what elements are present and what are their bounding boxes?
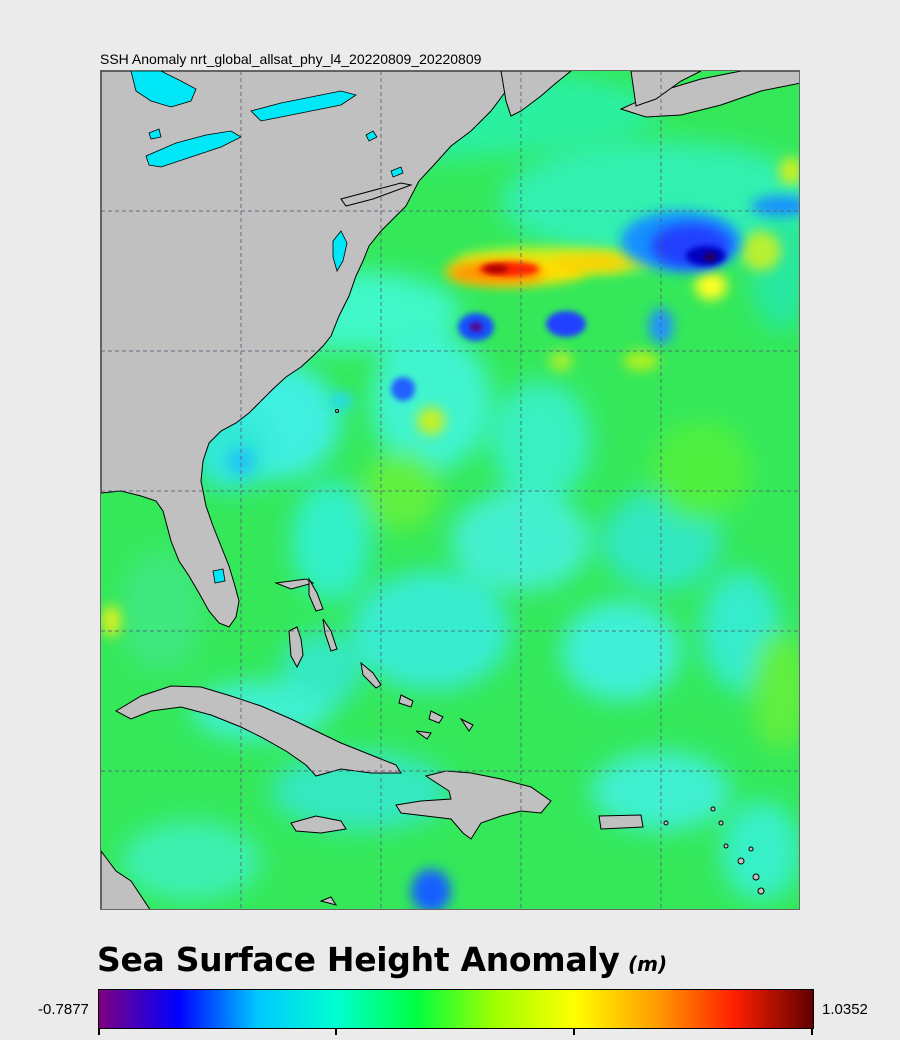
grand-bahama <box>274 578 315 590</box>
hispaniola <box>395 770 552 840</box>
long-island <box>340 182 413 207</box>
legend-title: Sea Surface Height Anomaly <box>97 940 620 979</box>
jamaica <box>290 815 347 834</box>
inland-water <box>130 71 404 584</box>
map-title: SSH Anomaly nrt_global_allsat_phy_l4_202… <box>100 51 482 67</box>
colorbar-tick <box>98 1029 100 1035</box>
lake-st-clair <box>148 128 162 140</box>
gulf-stream-meander <box>446 247 656 285</box>
nova-scotia-east <box>619 71 799 118</box>
andros-island <box>288 626 304 669</box>
newfoundland-tip <box>630 71 702 107</box>
graticule <box>101 71 799 909</box>
abaco <box>308 577 324 612</box>
north-america-mainland <box>101 71 522 628</box>
land <box>101 71 799 909</box>
colorbar-tick <box>573 1029 575 1035</box>
ssh-map[interactable] <box>100 70 800 910</box>
nova-scotia <box>500 71 572 117</box>
warm-patches <box>101 157 799 637</box>
anomaly-field <box>101 71 799 901</box>
colorbar-min-label: -0.7877 <box>38 1001 89 1018</box>
lake-huron <box>130 71 197 108</box>
colorbar-max-label: 1.0352 <box>822 1001 868 1018</box>
cuba <box>114 685 402 777</box>
lake-ontario <box>250 90 357 122</box>
colorbar-tick <box>335 1029 337 1035</box>
colorbar-tick <box>811 1029 813 1035</box>
lake-erie <box>145 130 242 168</box>
puerto-rico <box>598 814 644 830</box>
colorbar <box>98 989 814 1029</box>
chesapeake-bay <box>332 230 348 272</box>
legend-units: (m) <box>628 952 668 976</box>
lake-okeechobee <box>212 568 226 584</box>
